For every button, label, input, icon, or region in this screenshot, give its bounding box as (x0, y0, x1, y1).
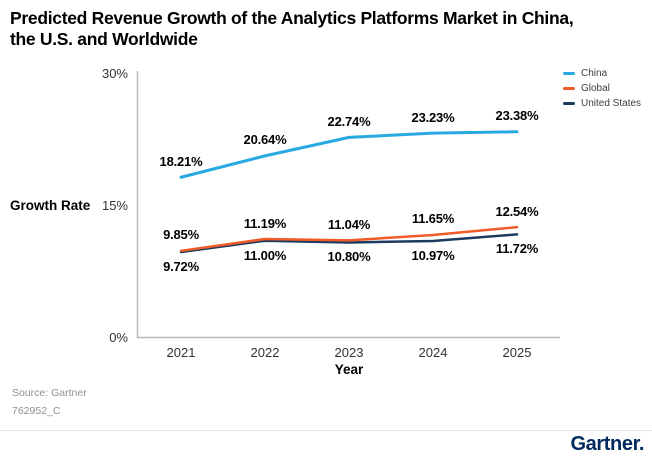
legend-marker-global (563, 87, 575, 90)
y-tick-30-: 30% (101, 65, 128, 81)
data-label-united-states-2022: 11.00% (243, 247, 287, 263)
x-tick-2021: 2021 (166, 345, 196, 360)
legend-item-global: Global (563, 81, 641, 96)
data-label-china-2025: 23.38% (495, 108, 539, 124)
chart-title: Predicted Revenue Growth of the Analytic… (10, 8, 574, 49)
data-label-china-2022: 20.64% (243, 132, 287, 148)
data-label-global-2022: 11.19% (243, 215, 287, 231)
x-tick-2025: 2025 (502, 345, 532, 360)
series-line-united-states (179, 233, 519, 254)
data-label-united-states-2021: 9.72% (163, 258, 199, 274)
x-axis-title: Year (334, 362, 364, 377)
data-label-china-2021: 18.21% (159, 153, 203, 169)
document-id: 762952_C (12, 405, 61, 417)
legend: China Global United States (563, 66, 641, 111)
y-tick-15-: 15% (101, 197, 128, 213)
series-line-china (179, 130, 519, 179)
data-label-united-states-2023: 10.80% (327, 249, 371, 265)
y-axis-title: Growth Rate (10, 198, 91, 213)
y-tick-0-: 0% (109, 329, 128, 345)
legend-label-united-states: United States (581, 98, 642, 109)
data-label-united-states-2025: 11.72% (495, 241, 539, 257)
legend-label-global: Global (581, 83, 610, 94)
data-label-united-states-2024: 10.97% (411, 247, 455, 263)
data-label-global-2025: 12.54% (495, 203, 539, 219)
data-label-global-2024: 11.65% (411, 211, 455, 227)
legend-marker-china (563, 72, 575, 75)
x-tick-2024: 2024 (418, 345, 448, 360)
data-label-global-2021: 9.85% (163, 227, 199, 243)
data-label-china-2024: 23.23% (411, 109, 455, 125)
series-line-global (179, 225, 519, 253)
legend-label-china: China (581, 68, 608, 79)
data-label-global-2023: 11.04% (327, 216, 371, 232)
legend-marker-united-states (563, 102, 575, 105)
x-tick-2022: 2022 (250, 345, 280, 360)
source-text: Source: Gartner (12, 387, 87, 399)
legend-item-united-states: United States (563, 96, 641, 111)
source-block: Source: Gartner 762952_C (12, 384, 87, 420)
footer-divider (0, 430, 652, 431)
gartner-logo: Gartner. (570, 433, 645, 455)
x-tick-2023: 2023 (334, 345, 364, 360)
legend-item-china: China (563, 66, 641, 81)
data-label-china-2023: 22.74% (327, 113, 371, 129)
